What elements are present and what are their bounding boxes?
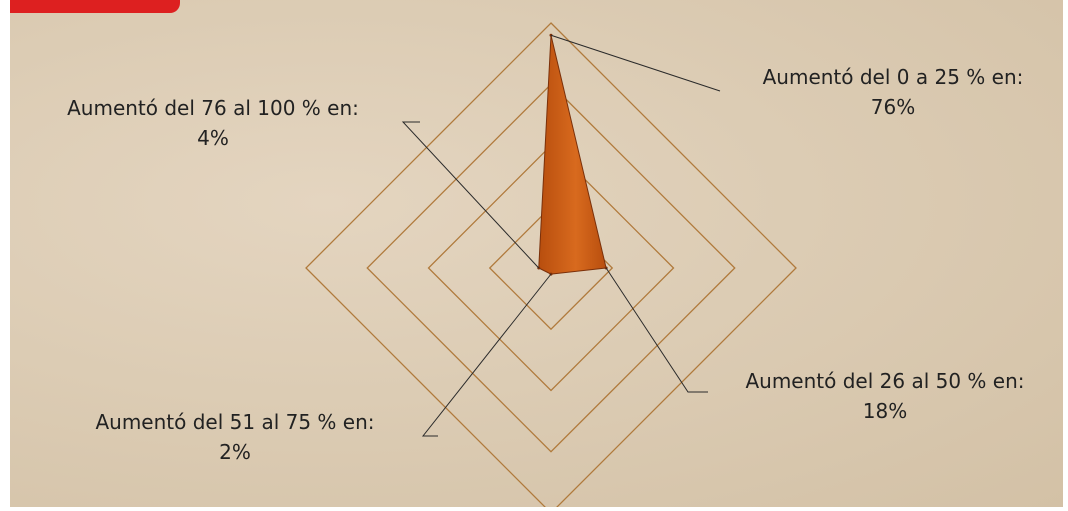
category-label: Aumentó del 76 al 100 % en:	[67, 96, 359, 120]
grid-ring-4	[305, 22, 797, 507]
grid-ring-2	[427, 144, 675, 392]
data-label-0-25: Aumentó del 0 a 25 % en: 76%	[723, 62, 1063, 122]
value-label: 18%	[862, 399, 908, 423]
leader-line-1	[605, 267, 708, 393]
chart-area: Aumentó del 0 a 25 % en: 76% Aumentó del…	[10, 0, 1063, 507]
leader-line-0	[550, 34, 721, 92]
radar-chart	[305, 22, 797, 507]
value-label: 4%	[197, 126, 229, 150]
value-label: 76%	[870, 95, 916, 119]
category-label: Aumentó del 51 al 75 % en:	[95, 410, 375, 434]
value-label: 2%	[219, 440, 251, 464]
grid-ring-3	[366, 83, 736, 453]
category-label: Aumentó del 26 al 50 % en:	[745, 369, 1025, 393]
data-label-51-75: Aumentó del 51 al 75 % en: 2%	[60, 407, 410, 467]
corner-tab	[10, 0, 180, 13]
leader-line-3	[401, 121, 540, 269]
data-label-76-100: Aumentó del 76 al 100 % en: 4%	[38, 93, 388, 153]
data-label-26-50: Aumentó del 26 al 50 % en: 18%	[710, 366, 1060, 426]
series-area	[538, 34, 607, 275]
category-label: Aumentó del 0 a 25 % en:	[762, 65, 1024, 89]
leader-line-2	[421, 273, 552, 437]
